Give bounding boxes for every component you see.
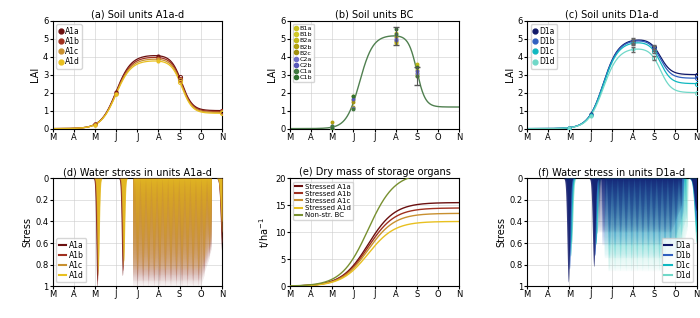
Legend: A1a, A1b, A1c, A1d: A1a, A1b, A1c, A1d [56, 238, 87, 282]
Legend: B1a, B1b, B2a, B2b, B2c, C2a, C2b, C1a, C1b: B1a, B1b, B2a, B2b, B2c, C2a, C2b, C1a, … [293, 24, 314, 82]
Legend: D1a, D1b, D1c, D1d: D1a, D1b, D1c, D1d [531, 24, 557, 68]
Y-axis label: Stress: Stress [497, 217, 507, 247]
Legend: Stressed A1a, Stressed A1b, Stressed A1c, Stressed A1d, Non-str. BC: Stressed A1a, Stressed A1b, Stressed A1c… [293, 182, 353, 220]
Title: (c) Soil units D1a-d: (c) Soil units D1a-d [565, 10, 659, 20]
Y-axis label: LAI: LAI [267, 67, 277, 82]
Y-axis label: LAI: LAI [505, 67, 514, 82]
Y-axis label: t/ha$^{-1}$: t/ha$^{-1}$ [258, 217, 272, 248]
Y-axis label: LAI: LAI [30, 67, 40, 82]
Title: (e) Dry mass of storage organs: (e) Dry mass of storage organs [299, 168, 450, 177]
Title: (b) Soil units BC: (b) Soil units BC [335, 10, 414, 20]
Legend: A1a, A1b, A1c, A1d: A1a, A1b, A1c, A1d [56, 24, 82, 68]
Title: (f) Water stress in units D1a-d: (f) Water stress in units D1a-d [538, 168, 685, 177]
Legend: D1a, D1b, D1c, D1d: D1a, D1b, D1c, D1d [662, 238, 693, 282]
Title: (a) Soil units A1a-d: (a) Soil units A1a-d [91, 10, 184, 20]
Title: (d) Water stress in units A1a-d: (d) Water stress in units A1a-d [63, 168, 211, 177]
Y-axis label: Stress: Stress [22, 217, 32, 247]
